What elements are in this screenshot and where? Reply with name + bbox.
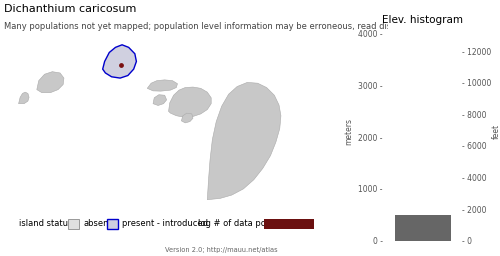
FancyBboxPatch shape: [68, 219, 80, 229]
Text: Dichanthium caricosum: Dichanthium caricosum: [4, 4, 136, 14]
Polygon shape: [168, 87, 211, 117]
Polygon shape: [147, 80, 178, 91]
Polygon shape: [37, 72, 64, 93]
Text: Elev. histogram: Elev. histogram: [382, 15, 463, 25]
Polygon shape: [102, 45, 136, 78]
Text: present - introduced: present - introduced: [122, 219, 208, 229]
Text: feet: feet: [492, 124, 500, 140]
FancyBboxPatch shape: [106, 219, 118, 229]
Text: Version 2.0; http://mauu.net/atlas: Version 2.0; http://mauu.net/atlas: [164, 247, 277, 253]
Text: island status: island status: [20, 219, 73, 229]
FancyBboxPatch shape: [394, 215, 450, 241]
Text: Many populations not yet mapped; population level information may be erroneous, : Many populations not yet mapped; populat…: [4, 22, 430, 31]
Polygon shape: [208, 82, 281, 200]
Polygon shape: [18, 92, 29, 104]
Polygon shape: [153, 95, 166, 105]
Text: absent: absent: [84, 219, 112, 229]
Text: log # of data points: log # of data points: [198, 219, 281, 229]
Text: meters: meters: [344, 118, 354, 145]
Polygon shape: [182, 113, 193, 123]
FancyBboxPatch shape: [264, 219, 314, 229]
Point: [117, 63, 125, 67]
